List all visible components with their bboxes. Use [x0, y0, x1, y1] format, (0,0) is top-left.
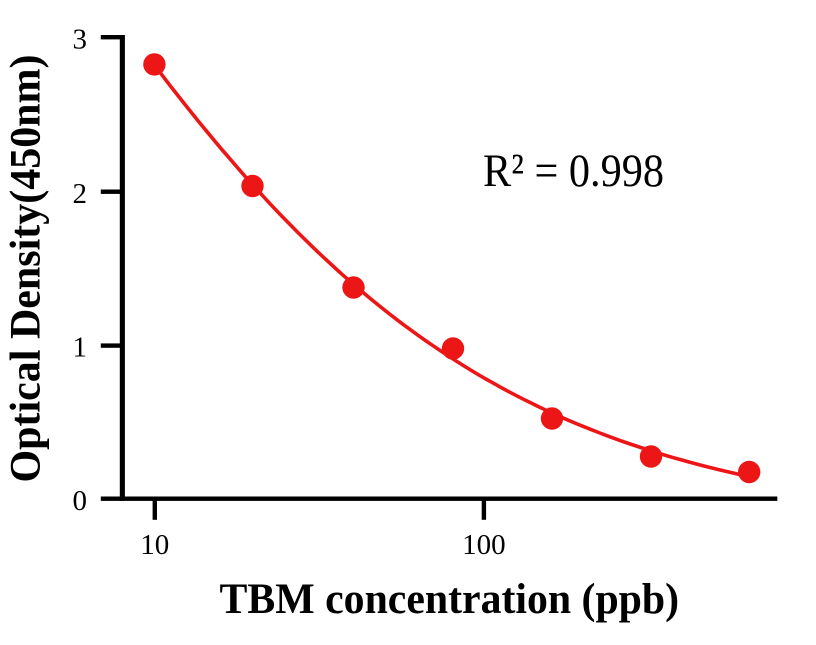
svg-text:TBM concentration (ppb): TBM concentration (ppb)	[220, 576, 680, 623]
svg-text:Optical Density(450nm): Optical Density(450nm)	[3, 55, 50, 483]
svg-text:0: 0	[73, 485, 88, 517]
svg-text:R² = 0.998: R² = 0.998	[483, 145, 664, 197]
svg-text:3: 3	[73, 23, 88, 55]
svg-text:10: 10	[140, 529, 169, 561]
svg-text:100: 100	[462, 529, 506, 561]
svg-text:1: 1	[73, 332, 88, 364]
svg-text:2: 2	[73, 178, 88, 210]
